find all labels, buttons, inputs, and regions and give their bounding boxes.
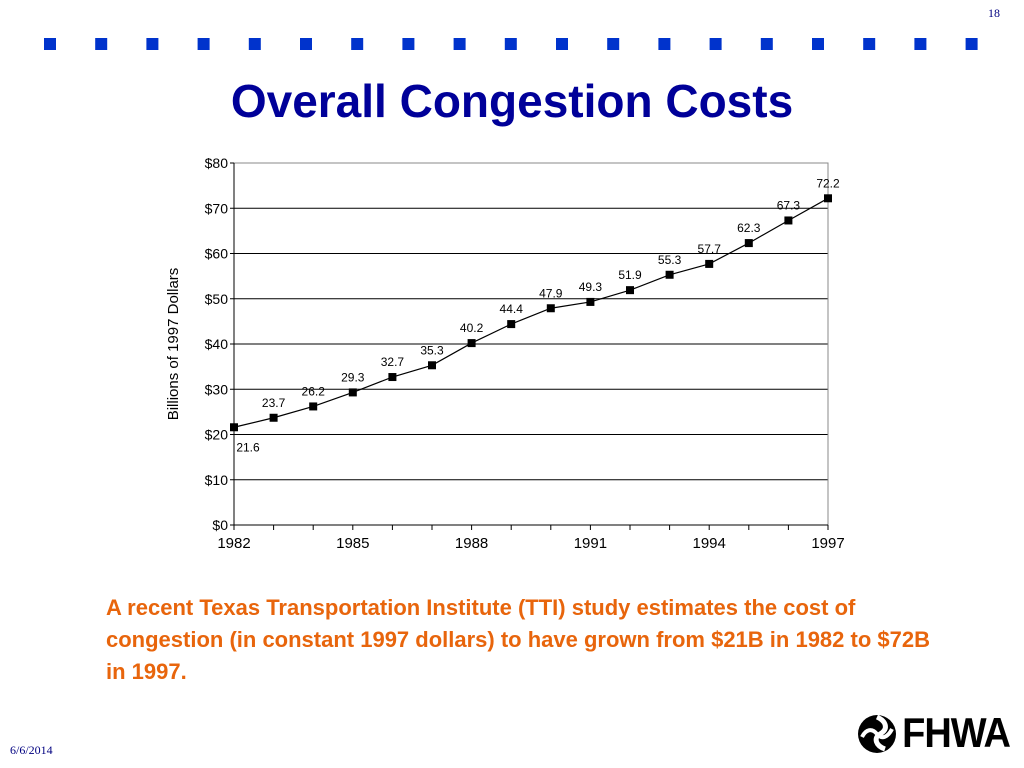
decorative-dot <box>658 38 671 50</box>
decorative-dot <box>914 38 927 50</box>
data-label: 35.3 <box>420 343 444 357</box>
decorative-dot-row <box>44 38 978 50</box>
data-label: 47.9 <box>539 286 563 300</box>
data-label: 55.3 <box>658 253 682 267</box>
data-label: 32.7 <box>381 355 405 369</box>
y-axis-label: Billions of 1997 Dollars <box>165 268 182 421</box>
y-tick-label: $20 <box>205 427 229 443</box>
y-tick-label: $50 <box>205 291 229 307</box>
slide-title: Overall Congestion Costs <box>230 75 794 127</box>
data-point <box>348 388 357 397</box>
fhwa-logo: FHWA <box>856 710 1011 758</box>
y-tick-label: $70 <box>205 200 229 216</box>
decorative-dot <box>504 38 517 50</box>
decorative-dot <box>95 38 108 50</box>
data-label: 57.7 <box>698 242 722 256</box>
x-tick-label: 1994 <box>693 535 726 552</box>
fhwa-logo-text: FHWA <box>902 710 1011 757</box>
decorative-dot <box>197 38 210 50</box>
data-label: 21.6 <box>236 440 260 454</box>
y-tick-label: $80 <box>205 155 229 171</box>
data-point <box>546 304 555 313</box>
decorative-dot <box>351 38 364 50</box>
decorative-dot <box>965 38 978 50</box>
data-point <box>586 297 595 306</box>
decorative-dot <box>709 38 722 50</box>
data-point <box>626 286 634 295</box>
data-label: 62.3 <box>737 221 761 235</box>
x-tick-label: 1997 <box>811 535 844 552</box>
y-tick-label: $10 <box>205 472 229 488</box>
data-label: 23.7 <box>262 396 286 410</box>
y-tick-label: $60 <box>205 246 229 262</box>
decorative-dot <box>556 38 568 50</box>
data-label: 40.2 <box>460 321 484 335</box>
data-point <box>230 423 238 432</box>
x-tick-label: 1982 <box>217 535 250 552</box>
data-point <box>507 320 516 329</box>
data-point <box>784 216 793 225</box>
decorative-dot <box>760 38 773 50</box>
decorative-dot <box>146 38 159 50</box>
data-label: 51.9 <box>618 268 642 282</box>
decorative-dot <box>300 38 312 50</box>
x-tick-label: 1985 <box>336 535 369 552</box>
data-point <box>428 361 436 370</box>
footer-date: 6/6/2014 <box>10 743 53 757</box>
decorative-dot <box>607 38 620 50</box>
x-tick-label: 1991 <box>574 535 607 552</box>
data-point <box>705 259 714 268</box>
decorative-dot <box>248 38 261 50</box>
data-label: 44.4 <box>500 302 524 316</box>
decorative-dot <box>453 38 466 50</box>
data-label: 72.2 <box>816 176 840 190</box>
slide-number: 18 <box>988 6 1000 20</box>
decorative-dot <box>863 38 876 50</box>
data-label: 49.3 <box>579 280 603 294</box>
decorative-dot <box>402 38 415 50</box>
decorative-dot <box>812 38 824 50</box>
y-tick-label: $0 <box>212 517 228 533</box>
data-label: 26.2 <box>302 384 326 398</box>
data-point <box>665 270 674 279</box>
data-point <box>824 194 832 203</box>
data-point <box>388 373 397 382</box>
data-label: 67.3 <box>777 198 801 212</box>
slide-caption: A recent Texas Transportation Institute … <box>106 595 930 684</box>
x-tick-label: 1988 <box>455 535 488 552</box>
y-tick-label: $40 <box>205 336 229 352</box>
series-line <box>233 197 829 428</box>
data-label: 29.3 <box>341 370 365 384</box>
decorative-dot <box>44 38 56 50</box>
congestion-cost-chart: $0 $10 $20 $30 $40 $50 $60 $70 $80 1982 1985 1988 19… <box>165 155 845 552</box>
data-point <box>269 413 278 422</box>
data-point <box>744 239 753 248</box>
fhwa-swirl-icon <box>858 714 897 753</box>
data-point <box>467 339 476 348</box>
y-tick-label: $30 <box>205 381 229 397</box>
data-point <box>309 402 318 411</box>
